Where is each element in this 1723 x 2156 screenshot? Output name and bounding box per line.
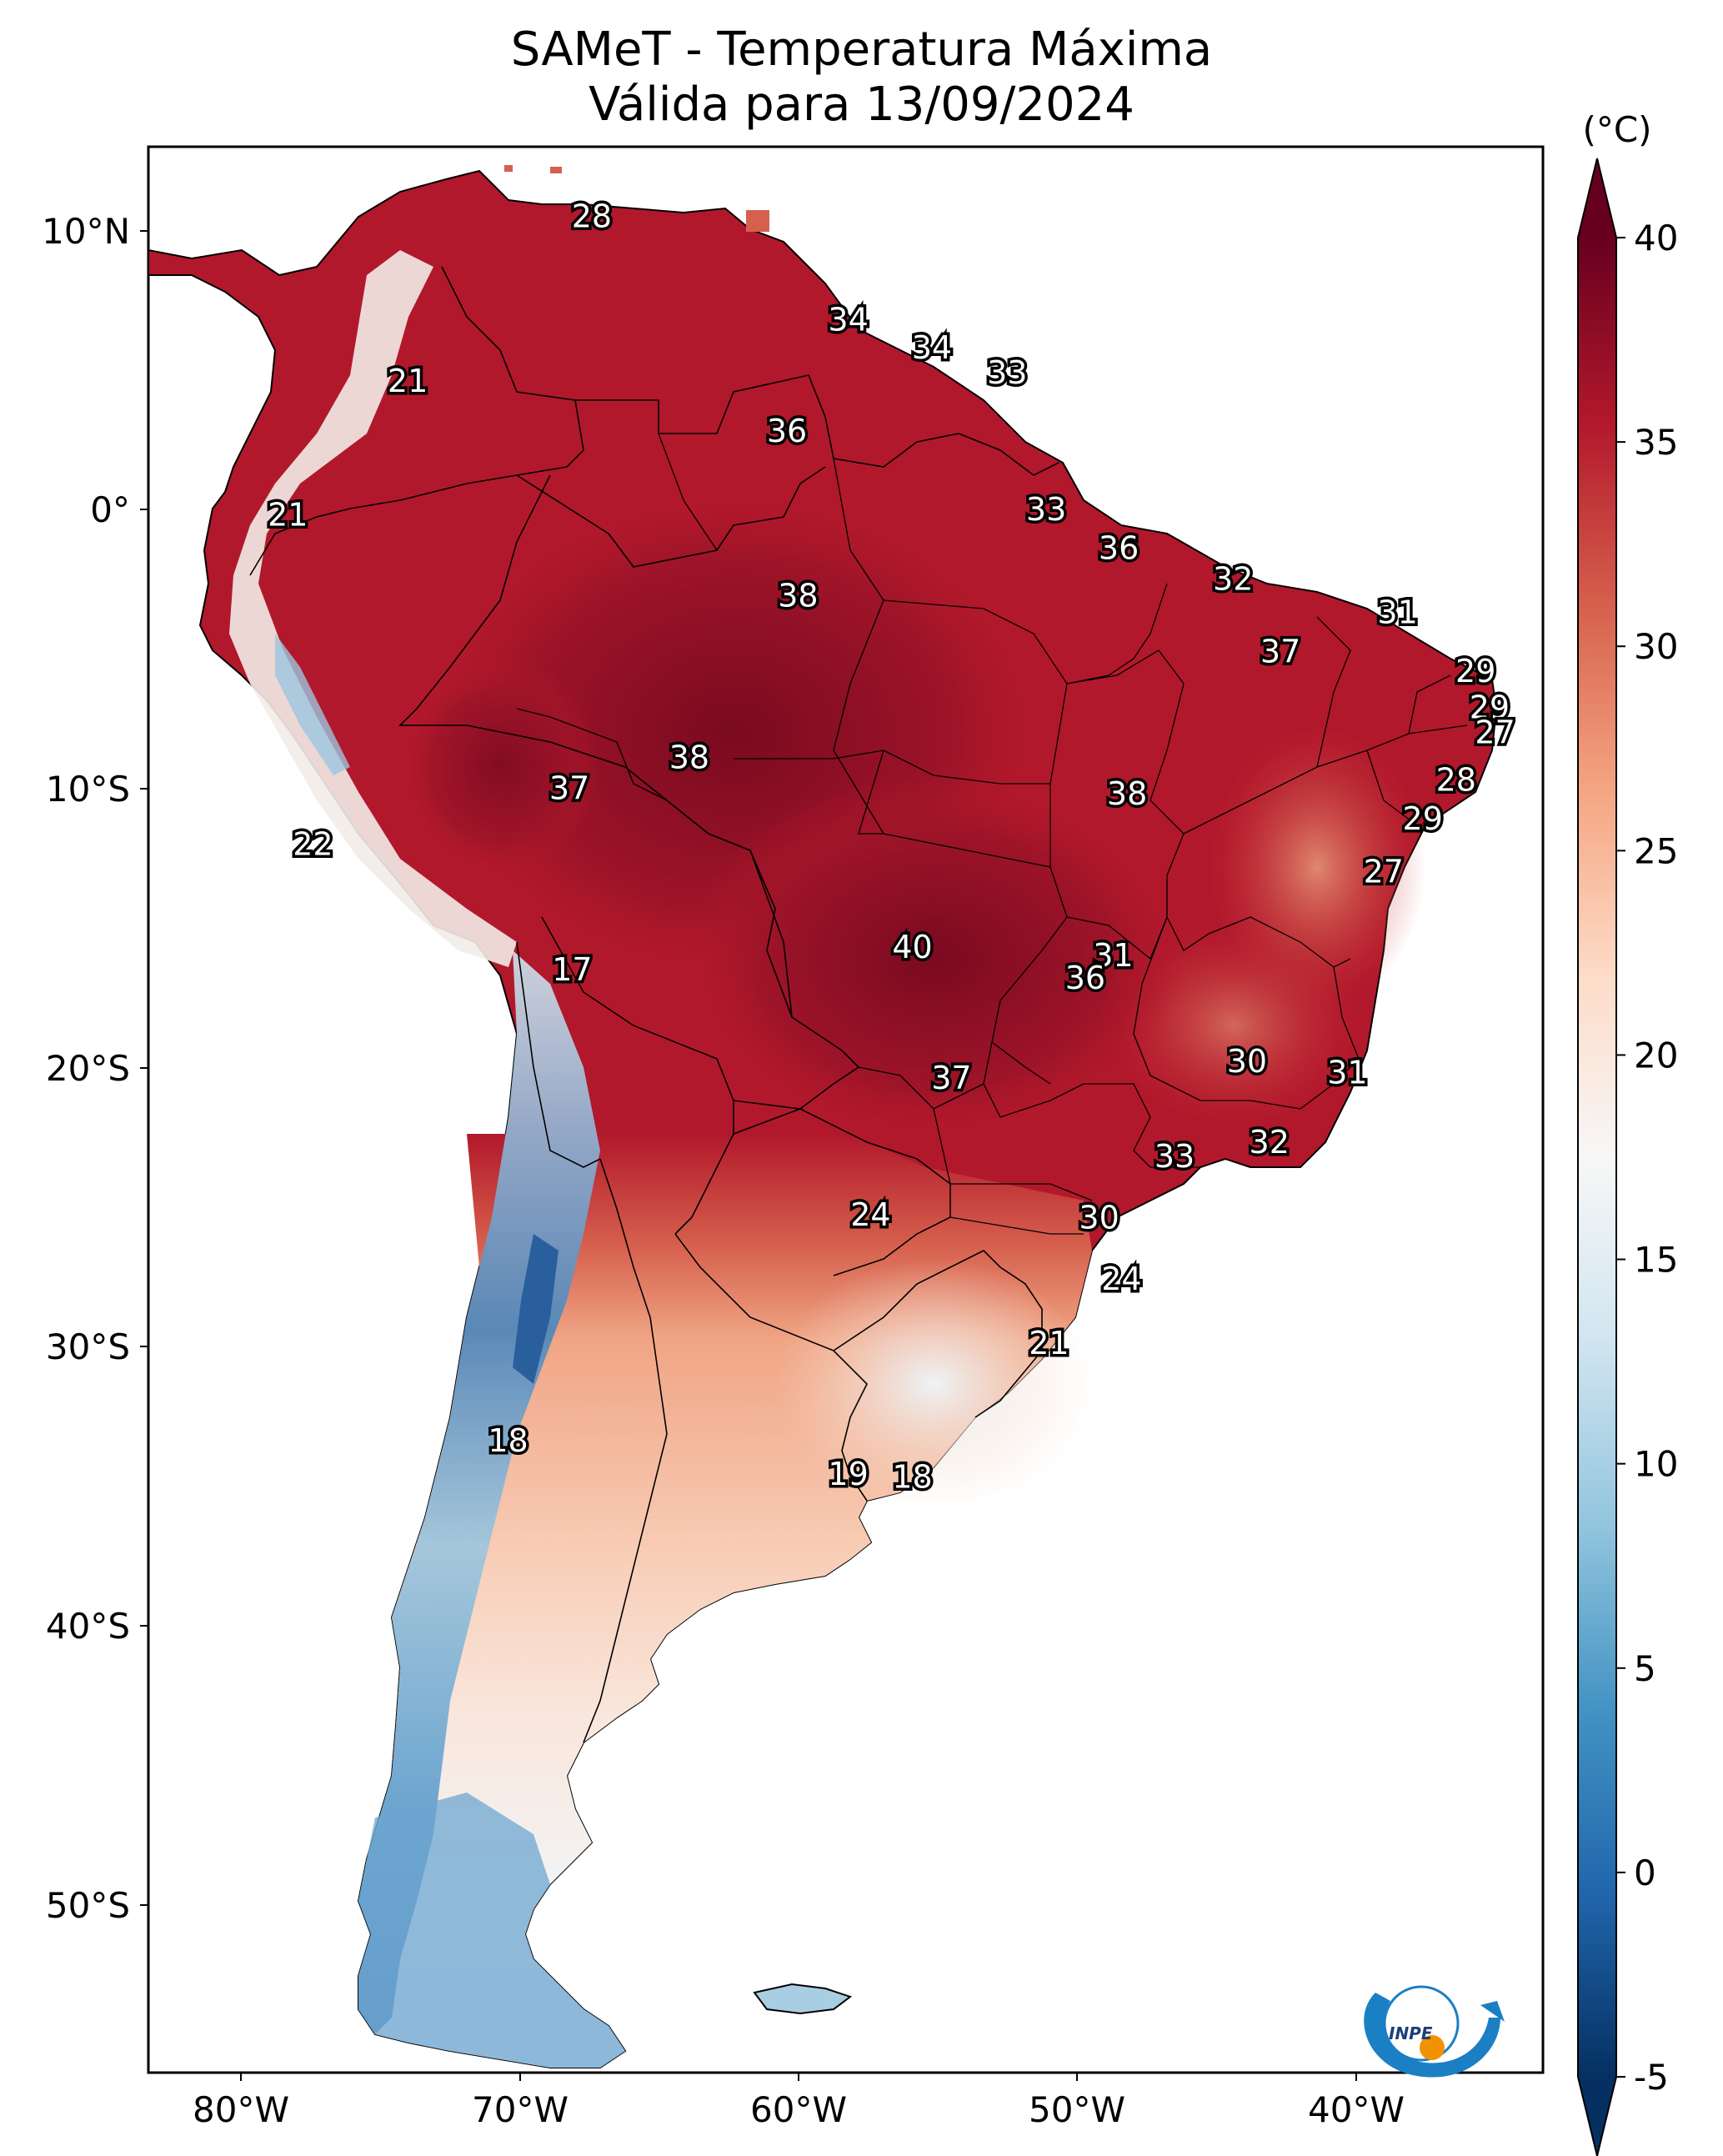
temperature-value-label: 17 bbox=[552, 951, 592, 988]
caribbean-island-2 bbox=[550, 167, 562, 173]
temperature-value-label: 19 bbox=[828, 1456, 868, 1492]
temperature-value-label: 37 bbox=[549, 770, 589, 806]
temperature-value-label: 34 bbox=[912, 329, 952, 366]
colorbar-max-arrow bbox=[1578, 158, 1616, 238]
andes-north-cool bbox=[229, 250, 517, 967]
colorbar-tick-label: 25 bbox=[1634, 830, 1678, 871]
temperature-value-label: 33 bbox=[987, 354, 1027, 391]
map-title: SAMeT - Temperatura Máxima bbox=[510, 23, 1213, 77]
colorbar-tick-label: 30 bbox=[1634, 626, 1678, 667]
temperature-value-label: 31 bbox=[1327, 1055, 1367, 1091]
temperature-value-label: 28 bbox=[1436, 761, 1476, 798]
lat-tick-label: 0° bbox=[90, 489, 130, 530]
temperature-value-label: 38 bbox=[778, 578, 818, 614]
temperature-value-label: 24 bbox=[850, 1196, 890, 1233]
temperature-value-label: 36 bbox=[1065, 960, 1105, 996]
temperature-value-label: 33 bbox=[1026, 491, 1066, 528]
inpe-logo-arrow bbox=[1480, 2001, 1505, 2022]
lat-tick-label: 20°S bbox=[46, 1048, 130, 1089]
state-borders bbox=[516, 433, 1468, 1235]
andes-coldest-core bbox=[513, 1234, 558, 1384]
colorbar-scale bbox=[1578, 238, 1616, 2077]
temperature-value-label: 24 bbox=[1101, 1261, 1141, 1297]
colorbar-tick-label: 0 bbox=[1634, 1853, 1656, 1893]
temperature-value-label: 40 bbox=[892, 929, 932, 965]
lon-tick-label: 60°W bbox=[750, 2089, 847, 2130]
temperature-value-label: 18 bbox=[488, 1422, 528, 1459]
national-borders bbox=[249, 266, 1059, 1743]
temperature-value-label: 22 bbox=[293, 825, 333, 862]
temperature-value-label: 21 bbox=[268, 497, 308, 534]
temperature-value-label: 36 bbox=[1099, 530, 1139, 567]
lat-tick-label: 10°N bbox=[42, 211, 130, 252]
colorbar-tick-label: 15 bbox=[1634, 1240, 1678, 1281]
temperature-value-label: 21 bbox=[1029, 1325, 1069, 1361]
temperature-value-label: 38 bbox=[1107, 775, 1147, 812]
patagonia-south-cool bbox=[358, 1792, 625, 2068]
lat-tick-label: 10°S bbox=[46, 769, 130, 810]
longitude-axis: 80°W 70°W 60°W 50°W 40°W bbox=[193, 2073, 1405, 2130]
falkland-islands bbox=[753, 1983, 853, 2015]
colorbar-unit: (°C) bbox=[1582, 109, 1651, 150]
colorbar-tick-label: 35 bbox=[1634, 422, 1678, 463]
inpe-logo-text: INPE bbox=[1389, 2023, 1433, 2043]
inpe-logo-dot bbox=[1420, 2035, 1445, 2060]
colorbar-tick-label: 20 bbox=[1634, 1035, 1678, 1075]
temperature-value-label: 36 bbox=[767, 413, 807, 449]
colorbar-tick-label: 5 bbox=[1634, 1648, 1656, 1689]
colorbar-min-arrow bbox=[1578, 2077, 1616, 2156]
hot-core-center-west bbox=[684, 775, 1184, 1142]
temperature-value-label: 28 bbox=[572, 198, 612, 235]
temperature-value-label: 37 bbox=[931, 1060, 971, 1096]
lon-tick-label: 70°W bbox=[472, 2089, 568, 2130]
temperature-value-label: 34 bbox=[828, 301, 868, 338]
andes-peru-cold bbox=[275, 634, 350, 775]
colorbar-tick-label: 10 bbox=[1634, 1444, 1678, 1485]
temperature-value-label: 29 bbox=[1403, 800, 1443, 837]
colorbar-tick-label: 40 bbox=[1634, 218, 1678, 258]
temperature-value-label: 21 bbox=[388, 363, 428, 399]
temperature-value-label: 31 bbox=[1377, 594, 1417, 631]
lon-tick-label: 40°W bbox=[1308, 2089, 1405, 2130]
colorbar-tick-label: -5 bbox=[1634, 2057, 1669, 2098]
colorbar: (°C) 40 35 30 25 20 15 10 5 0 -5 bbox=[1577, 109, 1678, 2156]
temperature-value-label: 32 bbox=[1213, 561, 1253, 598]
temperature-value-label: 29 bbox=[1455, 653, 1495, 689]
inpe-logo: INPE bbox=[1364, 1985, 1505, 2078]
temperature-value-label: 30 bbox=[1227, 1043, 1267, 1080]
caribbean-island-1 bbox=[504, 165, 513, 172]
lat-tick-label: 50°S bbox=[46, 1885, 130, 1926]
temperature-value-label: 29 bbox=[1470, 689, 1510, 725]
lat-tick-label: 40°S bbox=[46, 1606, 130, 1647]
temperature-value-label: 27 bbox=[1364, 854, 1404, 890]
temperature-value-label: 33 bbox=[1155, 1138, 1195, 1175]
andes-south-cold bbox=[358, 950, 600, 2034]
inpe-logo-swoosh bbox=[1364, 1993, 1500, 2078]
inpe-logo-ring bbox=[1383, 1985, 1460, 2062]
cool-zone-south bbox=[775, 1259, 1092, 1509]
map-subtitle: Válida para 13/09/2024 bbox=[589, 78, 1134, 132]
temperature-value-label: 18 bbox=[892, 1459, 932, 1496]
hot-core-west bbox=[400, 659, 600, 875]
temperature-value-label: 31 bbox=[1093, 937, 1133, 974]
lon-tick-label: 80°W bbox=[193, 2089, 289, 2130]
temperature-value-label: 27 bbox=[1475, 714, 1515, 751]
temperature-value-label: 38 bbox=[669, 740, 709, 776]
temperature-value-label: 37 bbox=[1260, 633, 1300, 669]
temperature-value-label: 30 bbox=[1079, 1200, 1119, 1236]
lat-tick-label: 30°S bbox=[46, 1326, 130, 1367]
colorbar-ticks: 40 35 30 25 20 15 10 5 0 -5 bbox=[1616, 218, 1678, 2098]
trinidad-island bbox=[746, 210, 769, 232]
temperature-field bbox=[148, 165, 1498, 2068]
temperature-value-label: 32 bbox=[1250, 1124, 1290, 1161]
latitude-axis: 10°N 0° 10°S 20°S 30°S 40°S 50°S bbox=[42, 211, 148, 1926]
lon-tick-label: 50°W bbox=[1029, 2089, 1125, 2130]
